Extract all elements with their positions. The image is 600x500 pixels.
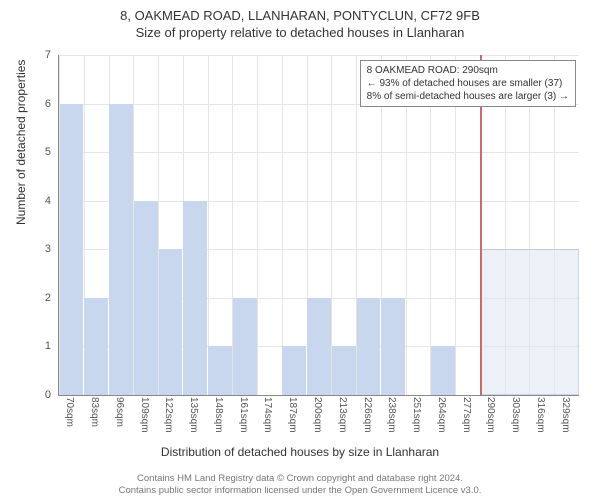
chart-xtick-label: 161sqm (238, 397, 249, 433)
chart-container: 8, OAKMEAD ROAD, LLANHARAN, PONTYCLUN, C… (0, 0, 600, 500)
chart-bar (183, 201, 207, 395)
chart-bar (109, 104, 133, 395)
chart-bar (84, 298, 108, 395)
chart-xtick-label: 290sqm (485, 397, 496, 433)
chart-bar (307, 298, 331, 395)
chart-xtick-label: 83sqm (89, 397, 100, 427)
chart-footer: Contains HM Land Registry data © Crown c… (0, 473, 600, 496)
chart-xtick-label: 70sqm (64, 397, 75, 427)
chart-xtick-label: 96sqm (114, 397, 125, 427)
chart-highlight-region (480, 249, 579, 395)
chart-ytick-label: 2 (31, 292, 51, 304)
chart-gridline-h (59, 55, 579, 56)
chart-xtick-label: 303sqm (510, 397, 521, 433)
chart-bar (208, 346, 232, 395)
annotation-line: ← 93% of detached houses are smaller (37… (367, 77, 569, 90)
footer-line-2: Contains public sector information licen… (0, 485, 600, 496)
chart-xtick-label: 213sqm (337, 397, 348, 433)
chart-gridline-v (208, 55, 209, 395)
chart-xtick-label: 226sqm (362, 397, 373, 433)
chart-xtick-label: 109sqm (139, 397, 150, 433)
chart-xtick-label: 251sqm (411, 397, 422, 433)
chart-xtick-label: 238sqm (386, 397, 397, 433)
chart-bar (282, 346, 306, 395)
chart-xtick-label: 122sqm (163, 397, 174, 433)
chart-bar (381, 298, 405, 395)
chart-x-axis-label: Distribution of detached houses by size … (0, 445, 600, 459)
annotation-line: 8% of semi-detached houses are larger (3… (367, 90, 569, 103)
chart-bar (159, 249, 183, 395)
chart-title-address: 8, OAKMEAD ROAD, LLANHARAN, PONTYCLUN, C… (0, 0, 600, 23)
chart-xtick-label: 329sqm (560, 397, 571, 433)
chart-bar (332, 346, 356, 395)
chart-plot-area: 0123456770sqm83sqm96sqm109sqm122sqm135sq… (58, 55, 578, 395)
chart-gridline-h (59, 152, 579, 153)
chart-xtick-label: 148sqm (213, 397, 224, 433)
chart-gridline-v (282, 55, 283, 395)
chart-ytick-label: 0 (31, 389, 51, 401)
chart-y-axis-label: Number of detached properties (14, 60, 28, 225)
chart-ytick-label: 5 (31, 146, 51, 158)
chart-ytick-label: 3 (31, 243, 51, 255)
chart-xtick-label: 200sqm (312, 397, 323, 433)
chart-gridline-v (257, 55, 258, 395)
chart-ytick-label: 4 (31, 195, 51, 207)
chart-annotation-box: 8 OAKMEAD ROAD: 290sqm← 93% of detached … (360, 60, 576, 107)
footer-line-1: Contains HM Land Registry data © Crown c… (0, 473, 600, 484)
chart-bar (357, 298, 381, 395)
chart-xtick-label: 264sqm (436, 397, 447, 433)
chart-xtick-label: 174sqm (262, 397, 273, 433)
annotation-line: 8 OAKMEAD ROAD: 290sqm (367, 64, 569, 77)
chart-gridline-v (331, 55, 332, 395)
chart-ytick-label: 1 (31, 340, 51, 352)
chart-xtick-label: 135sqm (188, 397, 199, 433)
chart-bar (134, 201, 158, 395)
chart-bar (233, 298, 257, 395)
chart-bar (60, 104, 84, 395)
chart-title-subtitle: Size of property relative to detached ho… (0, 23, 600, 40)
chart-bar (431, 346, 455, 395)
chart-xtick-label: 277sqm (461, 397, 472, 433)
chart-xtick-label: 316sqm (535, 397, 546, 433)
chart-xtick-label: 187sqm (287, 397, 298, 433)
chart-ytick-label: 7 (31, 49, 51, 61)
chart-ytick-label: 6 (31, 98, 51, 110)
